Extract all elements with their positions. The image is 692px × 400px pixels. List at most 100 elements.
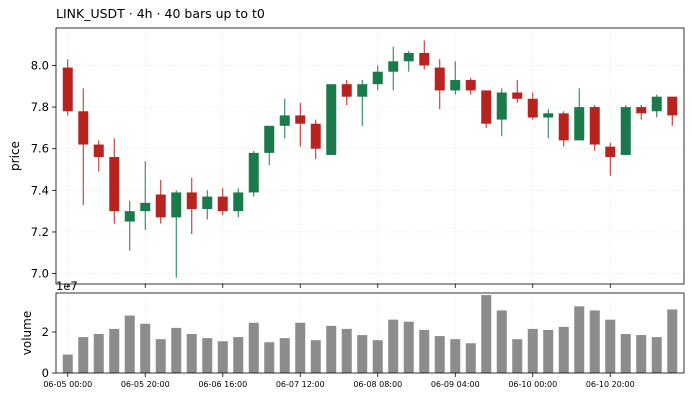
candle-body <box>124 211 135 222</box>
candle-body <box>62 67 73 112</box>
candle-body <box>93 144 104 158</box>
volume-bar <box>589 310 600 373</box>
candle-body <box>496 92 507 120</box>
volume-y-tick-label: 2 <box>42 325 49 339</box>
candle-body <box>450 80 461 91</box>
volume-bar <box>62 354 73 373</box>
candle-body <box>357 84 368 97</box>
volume-bar <box>93 334 104 373</box>
price-y-tick-label: 8.0 <box>31 58 49 72</box>
volume-bar <box>434 336 445 373</box>
volume-bar <box>78 337 89 373</box>
candle-body <box>481 90 492 124</box>
x-tick-label: 06-07 12:00 <box>276 380 325 389</box>
price-y-tick-label: 7.4 <box>31 183 49 197</box>
candle-body <box>372 71 383 85</box>
volume-bar <box>558 326 569 373</box>
candle-body <box>202 196 213 210</box>
x-tick-label: 06-10 00:00 <box>508 380 557 389</box>
volume-bar <box>636 335 647 373</box>
volume-panel: 02 06-05 00:00 06-05 20:00 06-06 16:00 06-0… <box>20 279 685 389</box>
candle-body <box>651 96 662 112</box>
candle-body <box>574 107 585 141</box>
volume-bar <box>574 306 585 373</box>
candle-body <box>605 146 616 158</box>
volume-bar <box>109 328 120 373</box>
candle-body <box>264 125 275 153</box>
volume-bar <box>295 322 306 373</box>
candle-body <box>558 113 569 141</box>
chart-title: LINK_USDT · 4h · 40 bars up to t0 <box>56 6 265 21</box>
candle-body <box>295 115 306 124</box>
volume-bar <box>403 321 414 373</box>
x-tick-label: 06-09 04:00 <box>431 380 480 389</box>
candle-body <box>140 202 151 212</box>
candle-body <box>217 196 228 212</box>
volume-bar <box>310 340 321 373</box>
x-tick-label: 06-05 20:00 <box>121 380 170 389</box>
volume-bar <box>264 342 275 373</box>
volume-bar <box>155 339 166 373</box>
volume-bar <box>512 339 523 373</box>
price-axis-label: price <box>8 141 22 171</box>
volume-x-ticks: 06-05 00:00 06-05 20:00 06-06 16:00 06-07 1… <box>43 373 635 389</box>
candle-body <box>155 194 166 218</box>
price-x-ticks <box>67 284 611 288</box>
candle-body <box>248 152 259 193</box>
volume-bar <box>140 323 151 373</box>
candle-body <box>279 115 290 126</box>
volume-bar <box>481 295 492 373</box>
candle-body <box>233 192 244 212</box>
volume-bar <box>388 319 399 373</box>
x-tick-label: 06-05 00:00 <box>43 380 92 389</box>
volume-axes-frame <box>55 292 685 374</box>
x-tick-label: 06-06 16:00 <box>198 380 247 389</box>
volume-bar <box>620 334 631 373</box>
volume-y-ticks: 02 <box>42 325 56 380</box>
volume-bar <box>450 339 461 373</box>
candle-body <box>527 98 538 118</box>
candle-body <box>543 113 554 118</box>
volume-bar <box>527 328 538 373</box>
candle-body <box>465 80 476 91</box>
candle-body <box>78 111 89 145</box>
price-y-tick-label: 7.6 <box>31 142 49 156</box>
volume-bar <box>124 315 135 373</box>
candle-body <box>620 107 631 155</box>
volume-bar <box>233 337 244 373</box>
candle-body <box>326 84 337 155</box>
price-y-tick-label: 7.0 <box>31 267 49 281</box>
candle-body <box>310 123 321 149</box>
volume-bar <box>465 343 476 373</box>
volume-bar <box>171 327 182 373</box>
candle-body <box>434 67 445 91</box>
volume-bar <box>341 328 352 373</box>
x-tick-label: 06-08 08:00 <box>353 380 402 389</box>
candle-body <box>341 84 352 97</box>
volume-bar <box>605 319 616 373</box>
volume-bar <box>419 329 430 373</box>
volume-bar <box>372 340 383 373</box>
price-y-ticks: 7.0 7.2 7.4 7.6 7.8 8.0 <box>31 58 56 281</box>
volume-bar <box>357 335 368 373</box>
volume-bar <box>651 337 662 373</box>
price-axes-frame <box>55 27 685 285</box>
volume-bars <box>62 295 678 373</box>
candle-body <box>512 92 523 99</box>
volume-bar <box>186 334 197 373</box>
candle-body <box>403 52 414 62</box>
volume-offset-text: 1e7 <box>56 279 78 293</box>
candle-body <box>171 192 182 218</box>
candle-body <box>186 192 197 210</box>
volume-bar <box>543 329 554 373</box>
volume-bar <box>217 341 228 373</box>
volume-y-tick-label: 0 <box>42 366 49 380</box>
volume-bar <box>248 322 259 373</box>
volume-bar <box>202 338 213 373</box>
candle-body <box>419 52 430 66</box>
candle-body <box>636 107 647 114</box>
price-panel: 7.0 7.2 7.4 7.6 7.8 8.0 price <box>8 27 685 288</box>
price-y-tick-label: 7.8 <box>31 100 49 114</box>
price-candles <box>62 40 678 278</box>
